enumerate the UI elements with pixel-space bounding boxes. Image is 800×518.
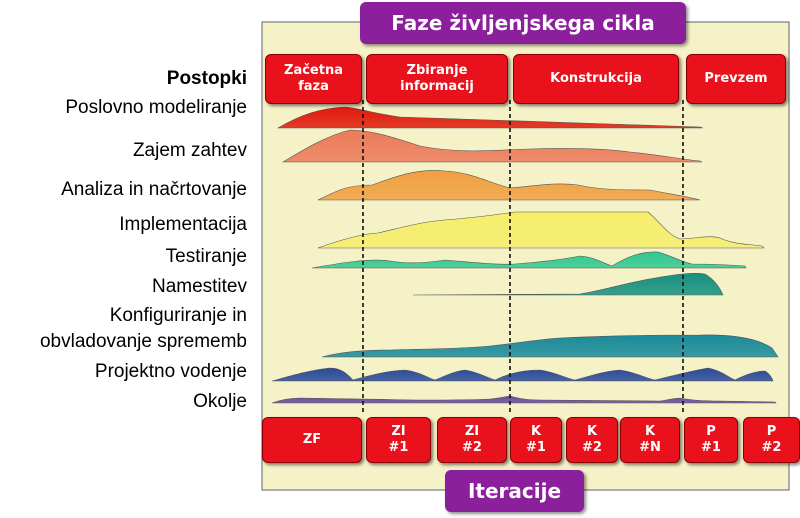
- iteration-box: P #2: [743, 417, 800, 463]
- workflow-hump-7: [321, 334, 779, 358]
- discipline-label: Konfiguriranje in: [109, 305, 247, 326]
- discipline-label: Namestitev: [151, 276, 247, 297]
- workflow-hump-6: [412, 273, 724, 296]
- workflow-hump-5: [311, 251, 747, 269]
- iteration-box: K #N: [620, 417, 680, 463]
- iteration-box: ZI #2: [437, 417, 507, 463]
- iteration-box: K #2: [566, 417, 618, 463]
- discipline-label: obvladovanje sprememb: [39, 331, 247, 352]
- discipline-label: Okolje: [193, 391, 247, 412]
- phase-box: Konstrukcija: [513, 54, 679, 104]
- discipline-label: Analiza in načrtovanje: [61, 179, 247, 200]
- iteration-box: P #1: [684, 417, 738, 463]
- lifecycle-phases-title: Faze življenjskega cikla: [360, 2, 686, 44]
- disciplines-heading: Postopki: [166, 68, 247, 89]
- iteration-box: K #1: [510, 417, 562, 463]
- workflow-hump-8: [271, 367, 774, 382]
- discipline-label: Testiranje: [165, 246, 247, 267]
- iteration-box: ZF: [262, 417, 362, 463]
- phase-box: Zbiranje informacij: [366, 54, 508, 104]
- workflow-hump-2: [281, 129, 703, 163]
- iteration-box: ZI #1: [366, 417, 431, 463]
- discipline-label: Projektno vodenje: [94, 361, 247, 382]
- phase-box: Prevzem: [686, 54, 786, 104]
- phase-box: Začetna faza: [265, 54, 362, 104]
- discipline-label: Zajem zahtev: [132, 140, 247, 161]
- discipline-label: Poslovno modeliranje: [65, 97, 247, 118]
- workflow-hump-1: [276, 106, 704, 129]
- discipline-label: Implementacija: [119, 214, 247, 235]
- workflow-hump-4: [317, 211, 765, 249]
- workflow-hump-9: [271, 395, 777, 404]
- iterations-title: Iteracije: [445, 470, 584, 512]
